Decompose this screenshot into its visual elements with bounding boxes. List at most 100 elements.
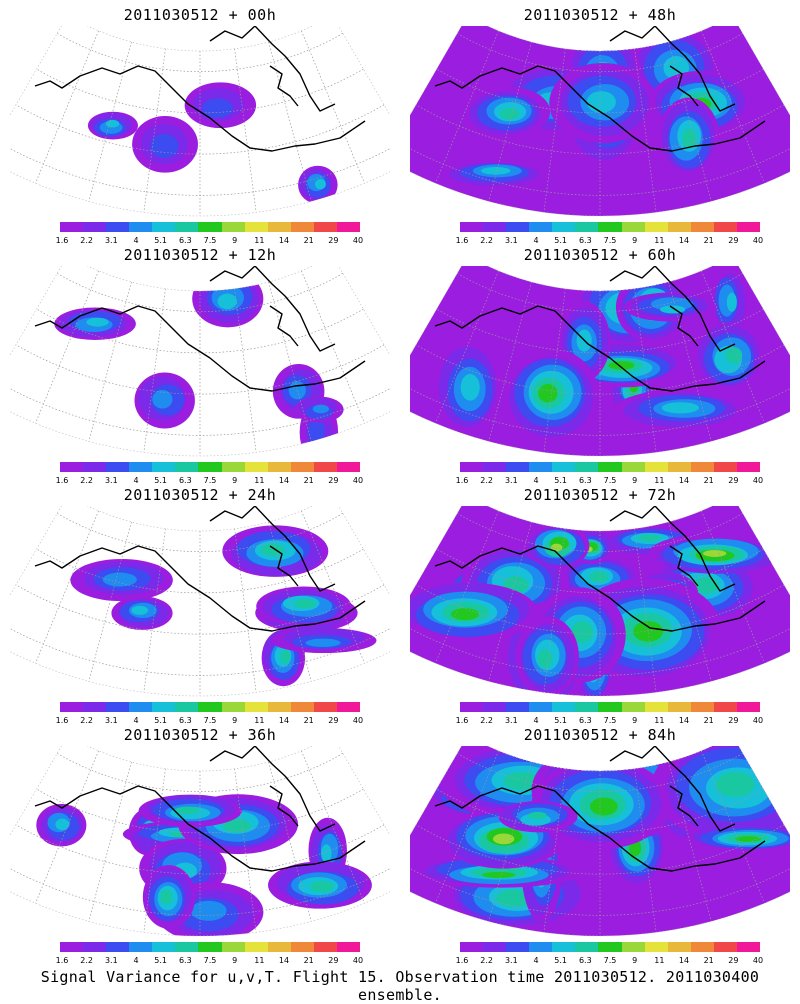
colorbar-swatch: [667, 222, 691, 232]
colorbar-tick-label: 14: [678, 956, 690, 965]
variance-contour: [55, 818, 70, 831]
coastline: [434, 506, 766, 632]
colorbar-tick-label: 4: [133, 236, 139, 245]
colorbar-tick-label: 3.1: [104, 236, 118, 245]
colorbar-swatch: [483, 942, 507, 952]
variance-contour: [715, 772, 755, 797]
colorbar-tick-label: 6.3: [578, 476, 592, 485]
variance-field: [70, 525, 377, 687]
colorbar-tick-label: 11: [254, 236, 265, 245]
colorbar-swatch: [313, 462, 337, 472]
variance-contour: [702, 549, 727, 557]
colorbar-swatch: [667, 702, 691, 712]
variance-contour: [735, 836, 762, 842]
variance-contour: [538, 383, 558, 403]
colorbar-tick-label: 14: [278, 956, 290, 965]
colorbar-labels: 1.6 2.2 3.1 4 5.1 6.3 7.5 9 11 14 21 29 40: [50, 956, 370, 968]
coastline: [34, 26, 366, 152]
colorbar-swatch: [690, 942, 714, 952]
variance-contour: [150, 133, 179, 159]
longitude-line: [435, 270, 499, 424]
coastline: [434, 266, 766, 392]
map-panel: 2011030512 + 60h 1.6 2.2 3.1 4 5.1 6.3 7.5 9 11 14…: [400, 240, 800, 485]
colorbar-swatch: [267, 462, 291, 472]
colorbar-swatch: [175, 462, 199, 472]
latitude-line: [15, 344, 385, 395]
longitude-line: [435, 750, 499, 904]
longitude-line: [88, 761, 132, 922]
colorbar-tick-label: 21: [303, 956, 314, 965]
variance-contour: [633, 621, 664, 642]
map-plot: [10, 266, 390, 457]
colorbar-tick-label: 1.6: [55, 716, 69, 725]
latitude-line: [15, 584, 385, 635]
longitude-line: [488, 761, 532, 922]
colorbar-tick-label: 40: [352, 236, 364, 245]
colorbar-tick-label: 5.1: [554, 236, 568, 245]
variance-contour: [102, 572, 137, 587]
colorbar-tick-label: 21: [303, 716, 314, 725]
colorbar-tick-label: 2.2: [480, 476, 494, 485]
longitude-line: [701, 270, 765, 424]
colorbar-swatch: [713, 702, 737, 712]
colorbar-tick-label: 14: [678, 476, 690, 485]
colorbar-tick-label: 6.3: [578, 956, 592, 965]
colorbar-swatch: [621, 942, 645, 952]
longitude-line: [634, 768, 657, 933]
colorbar-swatch: [506, 702, 530, 712]
longitude-line: [488, 41, 532, 202]
colorbar-swatch: [267, 702, 291, 712]
colorbar-tick-label: 7.5: [203, 476, 217, 485]
longitude-line: [668, 281, 712, 442]
colorbar-swatch: [198, 942, 222, 952]
longitude-line: [35, 510, 99, 664]
colorbar-tick-label: 11: [654, 956, 665, 965]
colorbar-swatch: [175, 702, 199, 712]
colorbar-tick-label: 2.2: [80, 716, 94, 725]
colorbar-swatch: [575, 942, 599, 952]
colorbar-swatch: [336, 702, 360, 712]
variance-contour: [217, 293, 237, 310]
colorbar-tick-label: 4: [533, 236, 539, 245]
colorbar-tick-label: 6.3: [178, 716, 192, 725]
map-panel: 2011030512 + 84h 1.6 2.2 3.1 4 5.1 6.3 7.5 9 11 14…: [400, 720, 800, 965]
colorbar-tick-label: 29: [328, 236, 339, 245]
colorbar-swatch: [198, 222, 222, 232]
colorbar-tick-label: 6.3: [178, 236, 192, 245]
colorbar-swatch: [221, 702, 245, 712]
longitude-line: [88, 41, 132, 202]
colorbar-swatch: [152, 462, 176, 472]
variance-contour: [550, 543, 563, 552]
colorbar-tick-label: 2.2: [480, 956, 494, 965]
colorbar-tick-label: 40: [752, 476, 764, 485]
colorbar-tick-label: 29: [328, 956, 339, 965]
longitude-line: [301, 750, 365, 904]
colorbar-swatch: [506, 942, 530, 952]
colorbar-labels: 1.6 2.2 3.1 4 5.1 6.3 7.5 9 11 14 21 29 40: [450, 716, 770, 728]
colorbar-tick-label: 40: [352, 476, 364, 485]
colorbar-tick-label: 6.3: [578, 236, 592, 245]
longitude-line: [701, 510, 765, 664]
variance-contour: [528, 811, 547, 820]
colorbar-swatch: [313, 702, 337, 712]
colorbar-tick-label: 9: [632, 476, 638, 485]
panel-title: 2011030512 + 72h: [523, 486, 677, 504]
longitude-line: [435, 510, 499, 664]
variance-contour: [481, 871, 516, 879]
colorbar-tick-label: 14: [678, 716, 690, 725]
variance-contour: [659, 305, 686, 314]
latitude-line: [36, 308, 364, 354]
longitude-line: [268, 761, 312, 922]
latitude-line: [36, 548, 364, 594]
colorbar-swatch: [552, 942, 576, 952]
coastline: [34, 746, 366, 872]
colorbar-swatch: [83, 462, 107, 472]
map-panel: 2011030512 + 72h 1.6 2.2 3.1 4 5.1 6.3 7.5 9 11 14…: [400, 480, 800, 725]
colorbar-swatch: [460, 222, 484, 232]
colorbar-swatch: [460, 942, 484, 952]
colorbar-tick-label: 40: [752, 716, 764, 725]
colorbar-swatch: [529, 702, 553, 712]
colorbar-swatch: [621, 222, 645, 232]
colorbar: [60, 462, 360, 474]
colorbar-labels: 1.6 2.2 3.1 4 5.1 6.3 7.5 9 11 14 21 29 40: [450, 236, 770, 248]
